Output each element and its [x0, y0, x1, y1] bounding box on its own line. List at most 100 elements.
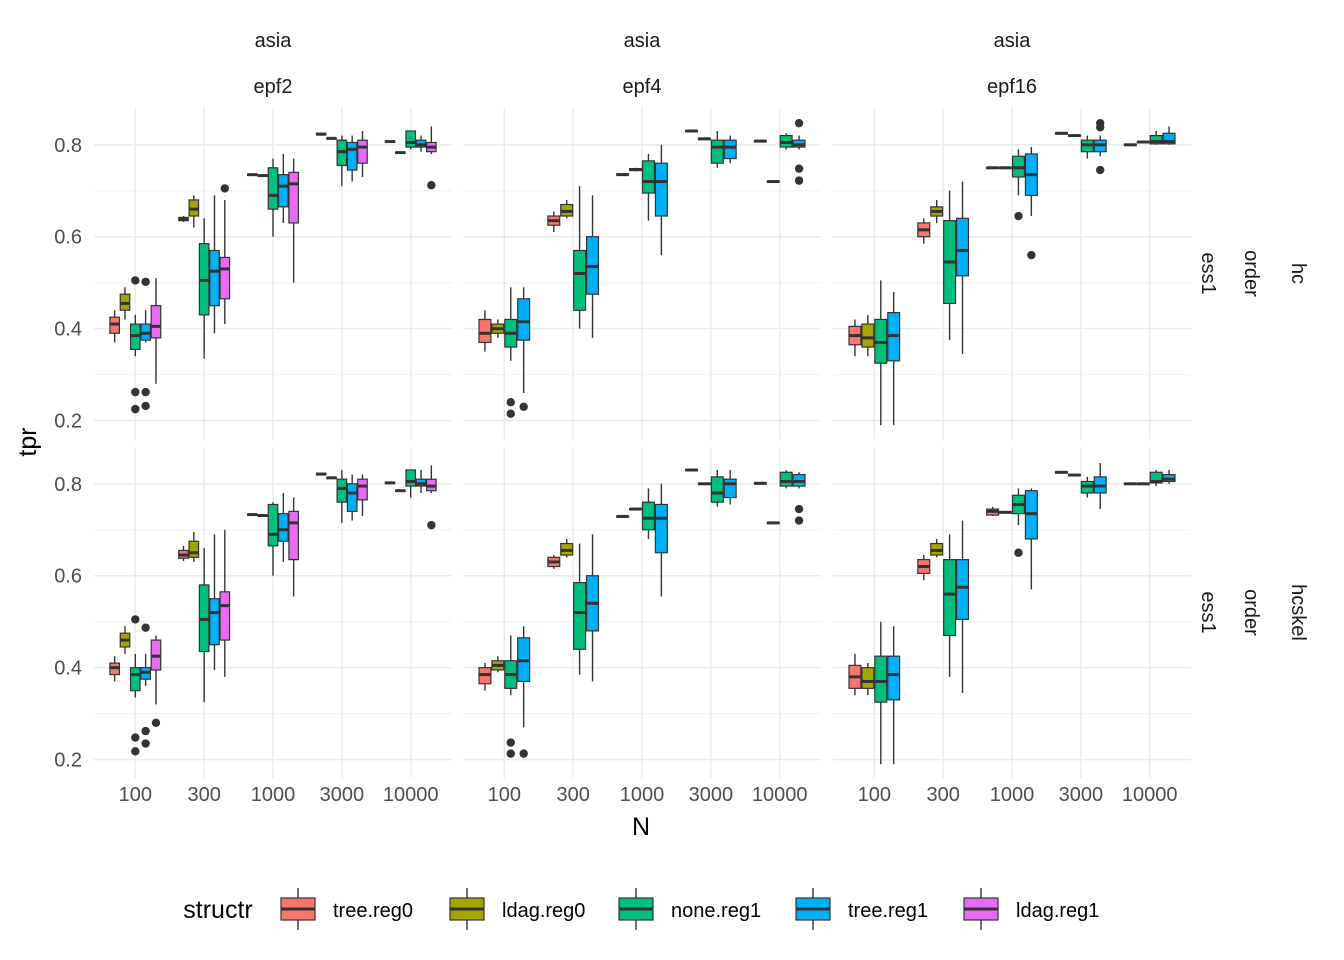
outlier-point — [794, 504, 804, 514]
box-none.reg1-n10000 — [779, 133, 793, 150]
box-tree.reg1-n300 — [585, 195, 600, 338]
panel-1-0 — [94, 447, 452, 778]
box-ldag.reg1-n10000 — [425, 126, 437, 190]
box-ldag.reg1-n300 — [219, 184, 231, 325]
box-ldag.reg0-n10000 — [1136, 482, 1150, 486]
box-ldag.reg0-n300 — [560, 199, 574, 219]
box-body — [405, 130, 417, 148]
box-none.reg1-n3000 — [710, 469, 724, 507]
box-ldag.reg0-n3000 — [697, 137, 711, 141]
box-tree.reg1-n1000 — [277, 492, 289, 562]
box-tree.reg0-n300 — [178, 216, 189, 223]
col-strip-label-bottom: epf4 — [623, 76, 662, 98]
y-tick-label: 0.6 — [54, 227, 82, 249]
box-tree.reg1-n300 — [209, 195, 220, 334]
box-tree.reg0-n1000 — [616, 173, 630, 177]
box-ldag.reg0-n100 — [119, 626, 131, 654]
box-tree.reg1-n300 — [955, 181, 970, 354]
box-tree.reg0-n3000 — [1054, 131, 1069, 135]
outlier-point — [519, 749, 528, 758]
box-ldag.reg0-n100 — [119, 287, 131, 320]
box-tree.reg1-n10000 — [1162, 126, 1176, 145]
outlier-point — [141, 277, 150, 286]
x-tick-label: 100 — [858, 784, 891, 806]
box-tree.reg0-n300 — [178, 545, 189, 562]
box-ldag.reg0-n3000 — [1067, 473, 1081, 477]
box-tree.reg0-n3000 — [315, 472, 327, 476]
box-none.reg1-n100 — [129, 276, 141, 414]
box-tree.reg1-n10000 — [415, 135, 427, 152]
box-tree.reg1-n10000 — [792, 118, 806, 185]
box-tree.reg0-n3000 — [684, 129, 699, 133]
legend-label: none.reg1 — [671, 900, 761, 922]
box-tree.reg1-n3000 — [1093, 463, 1107, 510]
box-tree.reg1-n1000 — [1024, 488, 1038, 590]
outlier-point — [141, 401, 150, 411]
box-none.reg1-n300 — [943, 534, 957, 677]
box-ldag.reg0-n300 — [188, 532, 200, 562]
box-ldag.reg0-n3000 — [326, 476, 337, 480]
x-axis-title: N — [632, 813, 650, 841]
col-strip-label-top: asia — [255, 30, 293, 52]
box-tree.reg1-n3000 — [723, 135, 737, 164]
box-ldag.reg0-n10000 — [766, 180, 780, 184]
box-ldag.reg0-n300 — [188, 195, 200, 228]
outlier-point — [220, 184, 230, 193]
box-ldag.reg0-n100 — [861, 314, 875, 357]
box-tree.reg0-n1000 — [986, 506, 1000, 516]
y-tick-label: 0.8 — [54, 135, 82, 157]
y-tick-label: 0.4 — [54, 319, 82, 341]
box-tree.reg0-n10000 — [753, 139, 767, 143]
box-tree.reg0-n1000 — [986, 166, 1000, 170]
box-body — [219, 256, 231, 300]
box-body — [288, 171, 300, 224]
box-ldag.reg0-n100 — [861, 663, 875, 696]
box-tree.reg1-n1000 — [277, 153, 289, 223]
x-tick-label: 3000 — [320, 784, 365, 806]
box-none.reg1-n100 — [129, 615, 141, 756]
col-strip-label-bottom: epf16 — [987, 76, 1037, 98]
box-none.reg1-n3000 — [710, 130, 724, 168]
box-tree.reg0-n10000 — [1123, 482, 1137, 486]
box-tree.reg0-n300 — [917, 218, 931, 244]
box-body — [1162, 132, 1176, 145]
legend-title: structr — [183, 896, 252, 924]
box-none.reg1-n10000 — [1149, 469, 1163, 487]
legend-label: ldag.reg0 — [502, 900, 585, 922]
box-ldag.reg0-n10000 — [1136, 140, 1150, 144]
box-tree.reg1-n1000 — [654, 483, 668, 597]
box-ldag.reg0-n1000 — [257, 513, 269, 517]
x-tick-label: 100 — [488, 784, 521, 806]
row-strip-label: hcskel — [1287, 584, 1309, 641]
box-body — [887, 655, 901, 701]
panel-0-1 — [463, 108, 821, 439]
box-tree.reg0-n300 — [547, 555, 561, 569]
box-body — [267, 503, 279, 547]
y-axis-title: tpr — [14, 427, 42, 456]
box-tree.reg1-n3000 — [346, 474, 358, 521]
outlier-point — [506, 398, 515, 407]
box-tree.reg0-n1000 — [246, 173, 258, 177]
box-tree.reg0-n1000 — [616, 514, 630, 518]
outlier-point — [131, 615, 140, 624]
box-body — [573, 582, 587, 650]
box-none.reg1-n300 — [198, 548, 210, 703]
box-tree.reg0-n100 — [848, 653, 862, 696]
box-body — [129, 667, 141, 692]
box-ldag.reg0-n1000 — [629, 167, 643, 172]
outlier-point — [141, 623, 150, 632]
box-body — [874, 655, 888, 703]
box-tree.reg1-n100 — [140, 623, 151, 748]
box-none.reg1-n1000 — [267, 158, 279, 237]
box-ldag.reg1-n3000 — [357, 474, 368, 516]
box-body — [710, 139, 724, 164]
box-body — [573, 249, 587, 311]
col-strip-label-bottom: epf2 — [254, 76, 293, 98]
legend: tree.reg0 ldag.reg0 none.reg1 tree.reg1 ldag… — [280, 888, 1099, 930]
box-body — [277, 513, 289, 542]
box-ldag.reg0-n3000 — [326, 136, 337, 140]
box-body — [779, 471, 793, 487]
box-tree.reg1-n100 — [517, 287, 531, 412]
box-ldag.reg0-n1000 — [257, 174, 269, 178]
box-tree.reg0-n10000 — [753, 481, 767, 485]
